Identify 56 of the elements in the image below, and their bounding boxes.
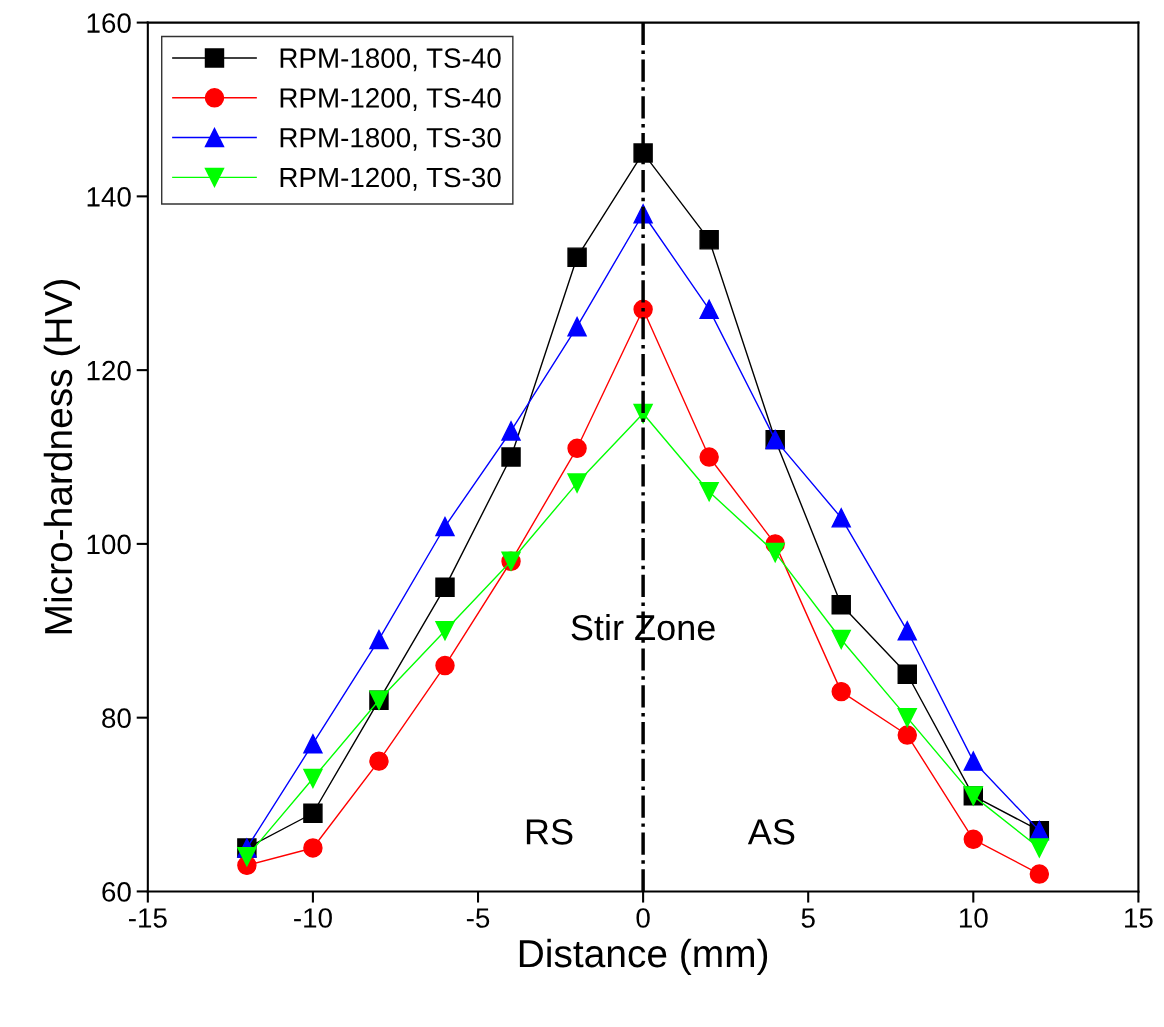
point xyxy=(963,829,984,850)
point xyxy=(699,230,719,250)
point xyxy=(699,447,719,467)
point xyxy=(1029,864,1050,884)
x-tick-label: 0 xyxy=(636,908,650,928)
point xyxy=(567,438,587,459)
point xyxy=(765,542,785,563)
point xyxy=(699,482,719,502)
y-tick-label: 100 xyxy=(87,534,131,555)
y-tick-label: 160 xyxy=(87,13,131,33)
x-tick-label: -5 xyxy=(466,908,490,928)
x-tick-label: 5 xyxy=(801,908,815,928)
point xyxy=(369,629,389,650)
point xyxy=(303,734,323,754)
point xyxy=(963,751,984,771)
y-axis-title: Micro-hardness (HV) xyxy=(43,280,80,634)
point xyxy=(303,768,323,789)
y-tick-label: 140 xyxy=(87,187,131,207)
annotation: AS xyxy=(747,819,795,845)
legend-label: RPM-1200, TS-30 xyxy=(280,167,501,191)
point xyxy=(567,316,587,337)
x-tick-label: -15 xyxy=(128,908,167,928)
point xyxy=(897,725,917,745)
x-tick-label: 15 xyxy=(1125,908,1153,928)
point xyxy=(897,707,917,728)
x-tick-label: -10 xyxy=(294,908,332,928)
point xyxy=(831,629,851,650)
y-tick-label: 120 xyxy=(87,360,131,381)
point xyxy=(237,846,257,867)
point xyxy=(435,516,455,537)
legend-label: RPM-1800, TS-30 xyxy=(280,127,501,151)
point xyxy=(831,508,851,528)
x-axis-title: Distance (mm) xyxy=(519,938,768,976)
point xyxy=(831,594,851,615)
x-tick-label: 10 xyxy=(959,908,988,928)
point xyxy=(567,247,587,267)
point xyxy=(303,803,323,823)
y-tick-label: 60 xyxy=(102,882,131,902)
point xyxy=(435,655,455,676)
point xyxy=(633,143,653,163)
point xyxy=(435,621,455,641)
point xyxy=(369,751,389,771)
point xyxy=(1029,838,1050,858)
annotation: RS xyxy=(526,819,573,845)
point xyxy=(303,838,323,858)
legend-label: RPM-1200, TS-40 xyxy=(280,88,501,112)
point xyxy=(897,621,917,641)
point xyxy=(501,447,521,467)
y-tick-label: 80 xyxy=(102,708,131,729)
point xyxy=(897,664,917,684)
point xyxy=(435,577,455,598)
legend-label: RPM-1800, TS-40 xyxy=(280,48,501,72)
point xyxy=(501,421,521,441)
point xyxy=(567,473,587,493)
point xyxy=(831,681,851,702)
point xyxy=(699,299,719,320)
